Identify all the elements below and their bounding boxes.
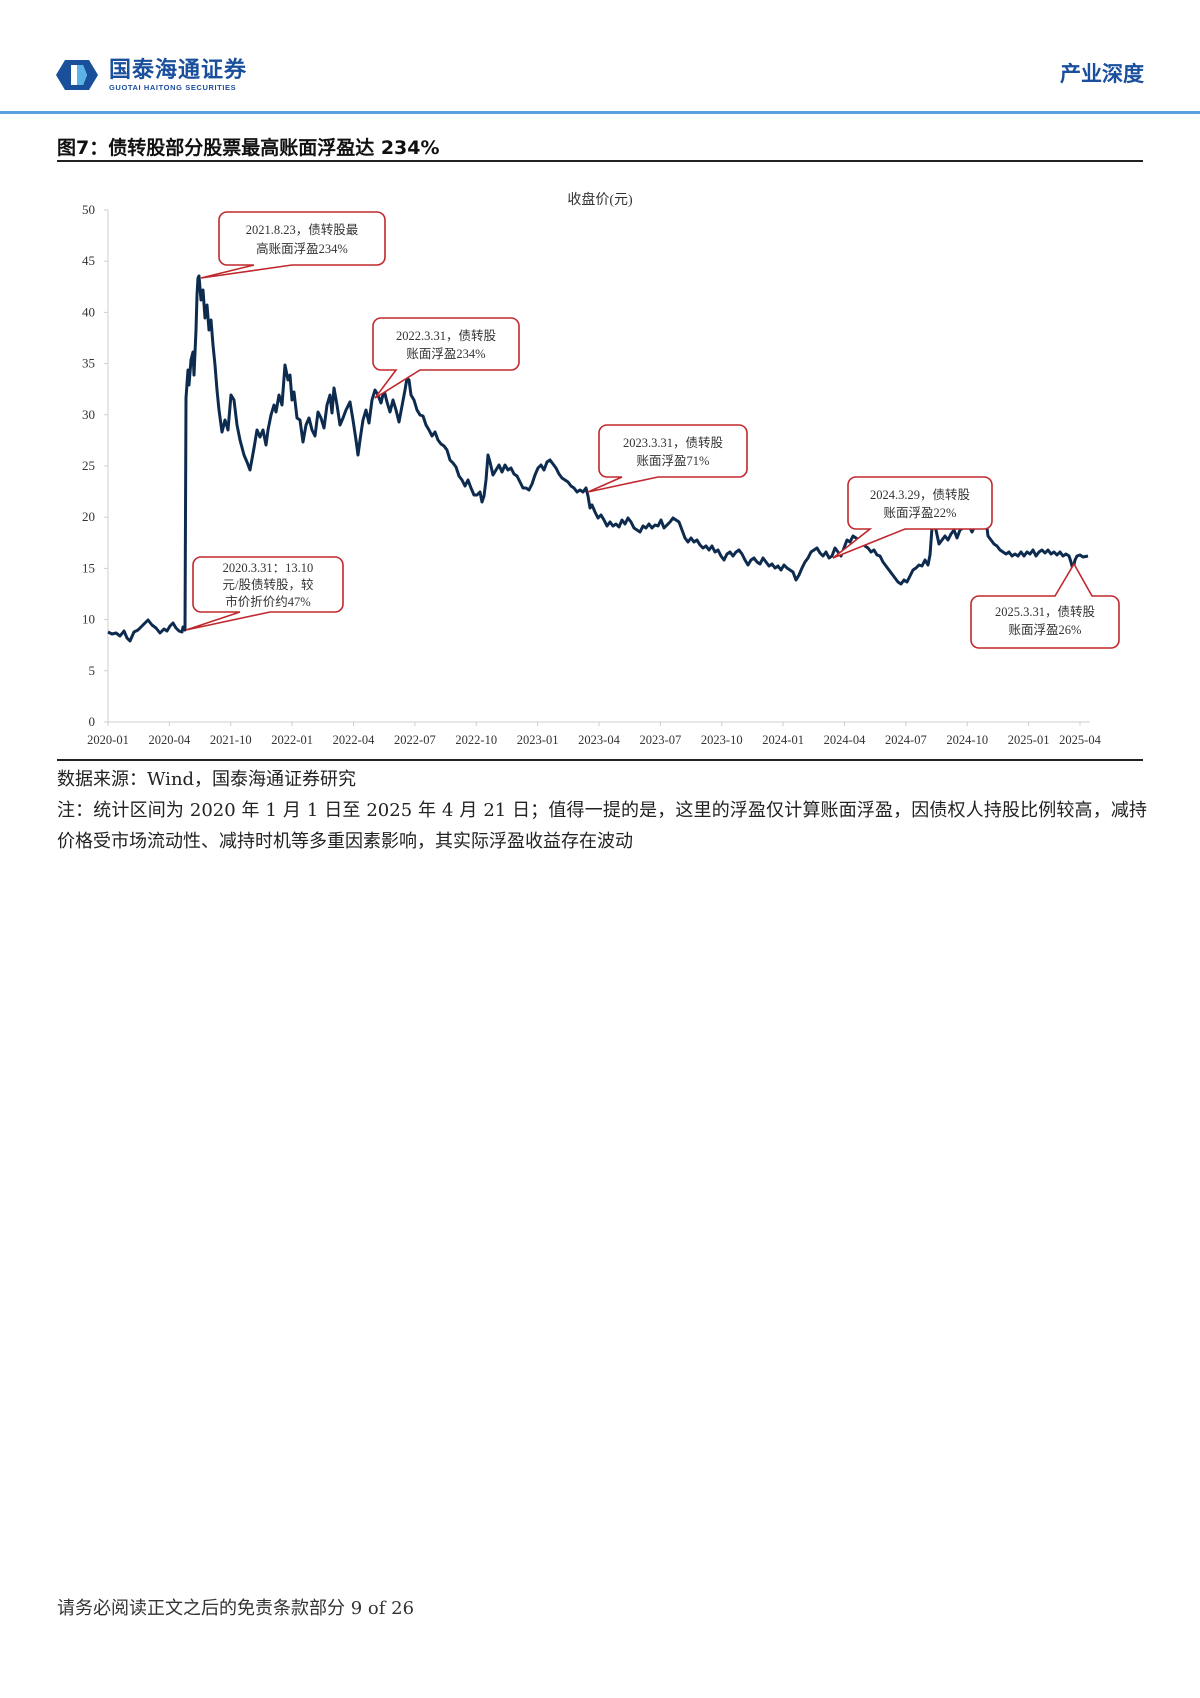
annotation-2021-8-23: 2021.8.23，债转股最 高账面浮盈234% (200, 211, 386, 279)
svg-text:2024.3.29，债转股: 2024.3.29，债转股 (870, 487, 971, 502)
annotation-2023-3-31: 2023.3.31，债转股 账面浮盈71% (587, 424, 748, 493)
svg-text:元/股债转股，较: 元/股债转股，较 (223, 577, 314, 592)
chart-title: 收盘价(元) (567, 191, 633, 208)
svg-text:2021.8.23，债转股最: 2021.8.23，债转股最 (246, 222, 359, 237)
x-tick-label: 2023-07 (640, 733, 682, 747)
data-source: 数据来源：Wind，国泰海通证券研究 (57, 769, 357, 790)
y-tick-label: 45 (82, 253, 95, 268)
x-tick-label: 2024-01 (762, 733, 804, 747)
x-tick-label: 2020-04 (149, 733, 191, 747)
x-tick-label: 2022-07 (394, 733, 436, 747)
y-tick-label: 20 (82, 509, 95, 524)
svg-text:2025.3.31，债转股: 2025.3.31，债转股 (995, 604, 1096, 619)
y-tick-label: 0 (89, 714, 96, 729)
logo-english-name: GUOTAI HAITONG SECURITIES (109, 82, 237, 92)
svg-text:账面浮盈71%: 账面浮盈71% (637, 454, 710, 468)
figure-note: 注：统计区间为 2020 年 1 月 1 日至 2025 年 4 月 21 日；… (57, 800, 1147, 852)
y-tick-label: 15 (82, 560, 95, 575)
x-tick-label: 2022-04 (333, 733, 375, 747)
figure-title-rule (57, 160, 1143, 162)
svg-text:2023.3.31，债转股: 2023.3.31，债转股 (623, 435, 724, 450)
y-tick-label: 25 (82, 458, 95, 473)
x-tick-label: 2023-04 (578, 733, 620, 747)
svg-text:2022.3.31，债转股: 2022.3.31，债转股 (396, 328, 497, 343)
logo-mark-icon (55, 58, 99, 92)
svg-text:市价折价约47%: 市价折价约47% (225, 594, 310, 609)
logo-chinese-name: 国泰海通证券 (109, 57, 248, 83)
price-series (107, 274, 1089, 643)
annotation-2022-3-31: 2022.3.31，债转股 账面浮盈234% (372, 317, 520, 399)
figure-title: 图7：债转股部分股票最高账面浮盈达 234% (57, 137, 440, 159)
header-divider (0, 111, 1200, 114)
svg-text:账面浮盈26%: 账面浮盈26% (1009, 623, 1082, 637)
page-footer: 请务必阅读正文之后的免责条款部分 9 of 26 (57, 1598, 415, 1619)
chart-bottom-rule (57, 759, 1143, 761)
svg-text:高账面浮盈234%: 高账面浮盈234% (256, 241, 348, 256)
y-tick-label: 50 (82, 202, 95, 217)
y-tick-label: 5 (89, 663, 96, 678)
x-tick-label: 2023-10 (701, 733, 743, 747)
x-tick-label: 2023-01 (517, 733, 559, 747)
annotation-2020-3-31: 2020.3.31：13.10 元/股债转股，较 市价折价约47% (185, 556, 344, 631)
y-tick-label: 30 (82, 407, 95, 422)
svg-text:账面浮盈234%: 账面浮盈234% (406, 347, 485, 361)
annotation-2024-3-29: 2024.3.29，债转股 账面浮盈22% (832, 476, 993, 559)
x-tick-label: 2025-04 (1059, 733, 1101, 747)
x-axis: 2020-01 2020-04 2021-10 2022-01 2022-04 2022-… (87, 722, 1102, 747)
x-tick-label: 2024-10 (946, 733, 988, 747)
y-tick-label: 40 (82, 304, 95, 319)
y-tick-label: 10 (82, 612, 95, 627)
x-tick-label: 2022-10 (455, 733, 497, 747)
x-tick-label: 2020-01 (87, 733, 129, 747)
y-axis: 0 5 10 15 20 25 30 35 40 45 50 (82, 202, 108, 729)
document-category-tag: 产业深度 (1060, 62, 1144, 86)
x-tick-label: 2024-07 (885, 733, 927, 747)
x-tick-label: 2021-10 (210, 733, 252, 747)
x-tick-label: 2025-01 (1008, 733, 1050, 747)
x-tick-label: 2022-01 (271, 733, 313, 747)
svg-text:2020.3.31：13.10: 2020.3.31：13.10 (223, 561, 314, 575)
y-tick-label: 35 (82, 356, 95, 371)
svg-text:账面浮盈22%: 账面浮盈22% (884, 506, 957, 520)
annotation-2025-3-31: 2025.3.31，债转股 账面浮盈26% (970, 562, 1120, 649)
x-tick-label: 2024-04 (824, 733, 866, 747)
company-logo: 国泰海通证券 GUOTAI HAITONG SECURITIES (55, 58, 247, 92)
